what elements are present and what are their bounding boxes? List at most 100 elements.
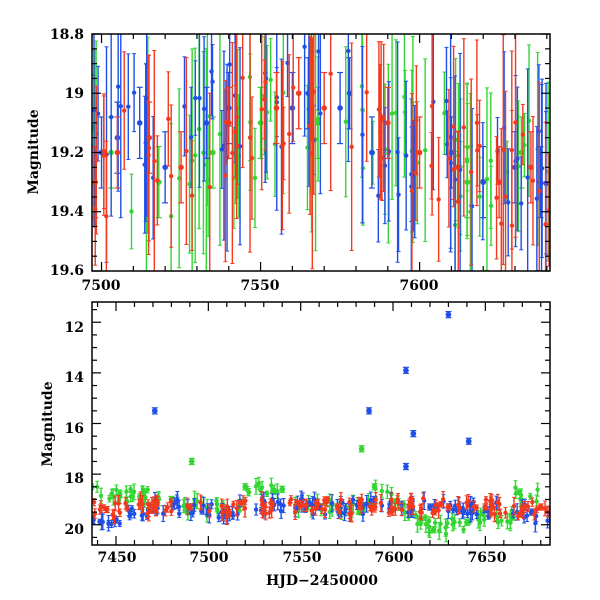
bottom-x-tick-label-4: 7650	[468, 550, 507, 566]
bottom-point-green	[188, 458, 195, 465]
bottom-point-red	[357, 500, 363, 506]
bottom-point-red	[542, 506, 548, 511]
bottom-point-blue	[201, 503, 206, 508]
top-point-red	[178, 164, 184, 171]
bottom-point-blue	[366, 408, 372, 414]
top-point-green	[422, 148, 428, 153]
bottom-point-red	[124, 506, 130, 511]
top-point-blue	[118, 104, 123, 109]
top-point-red	[259, 107, 264, 112]
bottom-point-red	[117, 510, 123, 515]
top-point-red	[496, 179, 502, 185]
top-point-blue	[131, 90, 137, 95]
top-point-blue	[144, 95, 149, 101]
top-point-red	[291, 85, 296, 90]
top-point-blue	[337, 105, 343, 111]
bottom-point-red	[497, 501, 502, 507]
top-point-blue	[346, 48, 351, 54]
bottom-point-green	[214, 506, 220, 511]
bottom-point-green	[430, 527, 437, 533]
bottom-point-red	[497, 511, 503, 516]
bottom-point-blue	[329, 501, 335, 506]
bottom-point-green	[461, 527, 466, 532]
top-point-green	[210, 149, 216, 156]
bottom-point-red	[325, 497, 330, 502]
top-point-red	[451, 124, 456, 129]
top-point-red	[166, 116, 171, 122]
bottom-point-red	[260, 504, 267, 510]
top-point-red	[414, 118, 419, 123]
bottom-point-red	[378, 500, 384, 506]
bottom-point-green	[94, 484, 100, 490]
bottom-point-green	[499, 518, 504, 523]
bottom-point-red	[488, 511, 494, 517]
bottom-point-red	[136, 502, 142, 507]
bottom-point-red	[399, 507, 404, 512]
bottom-point-green	[214, 498, 219, 503]
top-point-red	[240, 75, 245, 81]
bottom-point-red	[530, 499, 535, 505]
top-point-green	[389, 111, 395, 116]
bottom-series-red	[92, 491, 550, 525]
bottom-point-green	[242, 483, 249, 490]
top-point-green	[192, 153, 198, 158]
top-point-red	[494, 195, 499, 200]
top-point-blue	[369, 149, 375, 156]
top-point-red	[207, 184, 212, 190]
top-point-red	[376, 107, 382, 112]
bottom-point-blue	[465, 511, 470, 516]
bottom-point-red	[322, 507, 328, 512]
bottom-point-blue	[174, 499, 180, 504]
bottom-point-green	[450, 522, 456, 527]
bottom-point-green	[457, 520, 462, 525]
bottom-point-red	[234, 506, 239, 511]
bottom-point-red	[231, 502, 236, 507]
bottom-point-red	[440, 497, 446, 502]
bottom-point-green	[116, 491, 123, 498]
bottom-x-tick-label-2: 7550	[283, 550, 322, 566]
top-point-blue	[227, 62, 232, 67]
top-point-red	[114, 149, 121, 156]
bottom-point-red	[389, 497, 394, 502]
top-point-red	[104, 214, 109, 219]
top-point-red	[528, 164, 534, 171]
bottom-point-red	[269, 507, 274, 513]
bottom-point-red	[483, 497, 489, 502]
top-point-red	[295, 90, 302, 97]
bottom-point-red	[338, 497, 344, 502]
bottom-point-red	[169, 508, 174, 514]
top-point-red	[349, 144, 354, 149]
bottom-point-blue	[533, 521, 538, 526]
top-point-red	[155, 178, 160, 183]
bottom-point-red	[445, 504, 452, 510]
top-point-red	[262, 97, 267, 102]
bottom-point-green	[371, 483, 378, 490]
top-point-red	[247, 135, 253, 140]
bottom-point-red	[471, 504, 477, 509]
bottom-point-blue	[350, 497, 356, 502]
bottom-point-green	[327, 509, 332, 515]
bottom-point-green	[256, 481, 262, 486]
top-series-red	[92, 34, 550, 271]
bottom-point-blue	[468, 510, 474, 516]
top-point-blue	[201, 106, 207, 112]
top-point-red	[225, 120, 232, 126]
top-point-green	[129, 209, 134, 214]
top-point-blue	[403, 153, 409, 158]
bottom-point-blue	[109, 521, 114, 527]
top-point-blue	[189, 135, 194, 140]
bottom-point-blue	[176, 504, 182, 509]
top-point-blue	[126, 104, 131, 109]
bottom-y-tick-label-1: 14	[65, 370, 85, 386]
bottom-point-red	[322, 497, 327, 503]
bottom-ticks	[92, 302, 550, 545]
bottom-point-red	[237, 500, 243, 505]
bottom-point-red	[259, 498, 264, 503]
top-point-blue	[537, 179, 544, 185]
bottom-point-red	[349, 511, 354, 516]
bottom-point-blue	[275, 499, 281, 505]
top-point-blue	[480, 179, 487, 185]
top-point-blue	[108, 114, 114, 120]
bottom-point-blue	[253, 507, 259, 512]
bottom-point-red	[224, 514, 230, 519]
